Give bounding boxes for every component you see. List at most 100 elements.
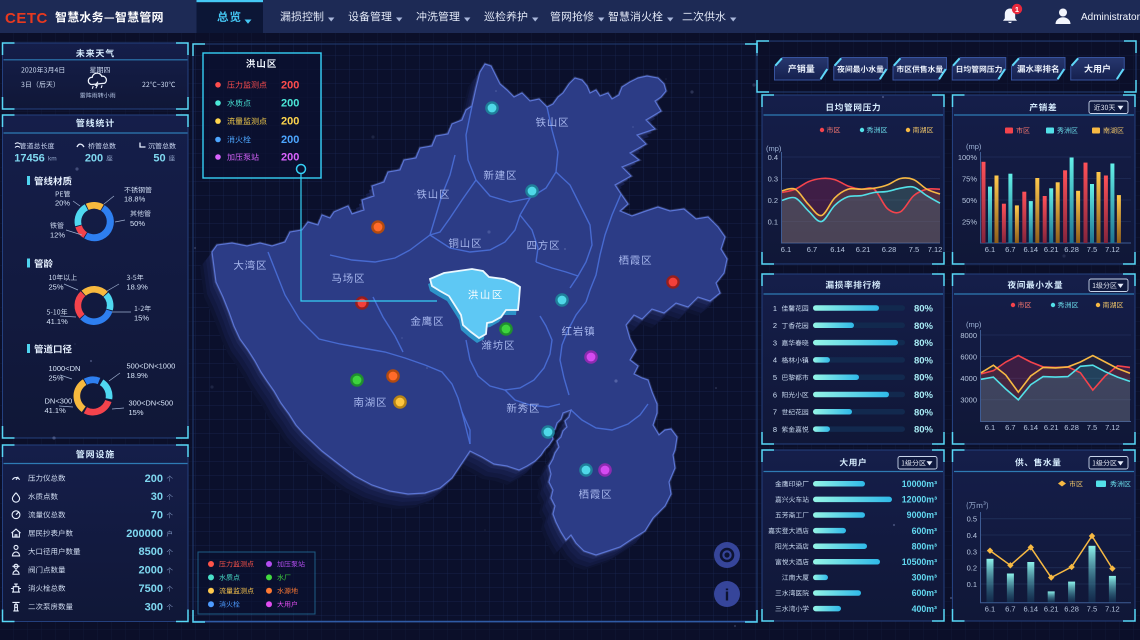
svg-text:2: 2 — [773, 321, 777, 330]
svg-text:6.21: 6.21 — [1044, 245, 1059, 254]
svg-text:0.2: 0.2 — [967, 564, 977, 573]
svg-text:15%: 15% — [134, 314, 149, 323]
svg-text:6.7: 6.7 — [1005, 605, 1015, 614]
svg-text:9000m³: 9000m³ — [907, 510, 937, 520]
svg-text:0.3: 0.3 — [768, 174, 778, 183]
svg-text:300<DN<500: 300<DN<500 — [129, 399, 174, 408]
svg-text:4000: 4000 — [960, 374, 977, 383]
svg-text:(mp): (mp) — [966, 320, 982, 329]
svg-text:6.21: 6.21 — [856, 245, 871, 254]
svg-text:0.2: 0.2 — [768, 196, 778, 205]
svg-text:7.5: 7.5 — [909, 245, 919, 254]
svg-text:80%: 80% — [914, 425, 934, 436]
svg-text:6.21: 6.21 — [1044, 605, 1059, 614]
svg-text:80%: 80% — [914, 390, 934, 401]
svg-text:3000: 3000 — [960, 396, 977, 405]
svg-text:50%: 50% — [130, 219, 145, 228]
svg-text:6.14: 6.14 — [1023, 245, 1038, 254]
svg-text:500<DN<1000: 500<DN<1000 — [127, 362, 176, 371]
svg-text:80%: 80% — [914, 338, 934, 349]
svg-text:15%: 15% — [129, 408, 144, 417]
svg-text:8500: 8500 — [139, 546, 163, 558]
svg-text:1: 1 — [773, 304, 777, 313]
svg-text:6.1: 6.1 — [985, 245, 995, 254]
svg-text:i: i — [725, 586, 730, 605]
svg-text:7: 7 — [773, 408, 777, 417]
svg-text:800m³: 800m³ — [912, 541, 937, 551]
svg-text:(mp): (mp) — [966, 142, 982, 151]
svg-text:6.14: 6.14 — [1023, 605, 1038, 614]
svg-text:6.28: 6.28 — [1064, 245, 1079, 254]
svg-text:6.14: 6.14 — [1023, 423, 1038, 432]
svg-text:1000<DN: 1000<DN — [49, 364, 81, 373]
svg-text:80%: 80% — [914, 373, 934, 384]
svg-text:70: 70 — [151, 510, 163, 522]
svg-text:10000m³: 10000m³ — [902, 479, 937, 489]
svg-text:km: km — [48, 156, 57, 163]
svg-text:200: 200 — [281, 79, 299, 91]
svg-text:8: 8 — [773, 425, 777, 434]
svg-text:6.7: 6.7 — [1005, 423, 1015, 432]
svg-text:7.12: 7.12 — [1105, 423, 1120, 432]
svg-text:200: 200 — [281, 152, 299, 164]
svg-text:12000m³: 12000m³ — [902, 495, 937, 505]
svg-text:6.28: 6.28 — [1064, 605, 1079, 614]
svg-text:300m³: 300m³ — [912, 573, 937, 583]
svg-text:200: 200 — [281, 98, 299, 110]
svg-text:0.4: 0.4 — [967, 531, 977, 540]
svg-text:6.7: 6.7 — [807, 245, 817, 254]
svg-text:25%: 25% — [49, 283, 64, 292]
svg-text:4: 4 — [773, 356, 777, 365]
svg-text:600m³: 600m³ — [912, 526, 937, 536]
svg-text:0.5: 0.5 — [967, 515, 977, 524]
svg-text:80%: 80% — [914, 321, 934, 332]
svg-text:0.1: 0.1 — [768, 217, 778, 226]
svg-text:25%: 25% — [962, 217, 977, 226]
svg-text:200: 200 — [281, 116, 299, 128]
svg-text:50%: 50% — [962, 196, 977, 205]
svg-text:0.3: 0.3 — [967, 547, 977, 556]
svg-text:300: 300 — [145, 601, 163, 613]
svg-text:600m³: 600m³ — [912, 588, 937, 598]
svg-text:17456: 17456 — [14, 153, 45, 165]
svg-text:6.1: 6.1 — [985, 423, 995, 432]
svg-text:3: 3 — [773, 338, 777, 347]
svg-text:75%: 75% — [962, 174, 977, 183]
svg-text:6000: 6000 — [960, 352, 977, 361]
svg-text:7.12: 7.12 — [1105, 605, 1120, 614]
svg-text:CETC: CETC — [5, 10, 48, 27]
svg-text:41.1%: 41.1% — [45, 406, 67, 415]
svg-text:7.5: 7.5 — [1087, 245, 1097, 254]
svg-text:200: 200 — [85, 153, 103, 165]
svg-text:400m³: 400m³ — [912, 604, 937, 614]
svg-text:6.1: 6.1 — [985, 605, 995, 614]
svg-text:10500m³: 10500m³ — [902, 557, 937, 567]
svg-text:80%: 80% — [914, 407, 934, 418]
svg-text:DN<300: DN<300 — [45, 397, 73, 406]
svg-text:18.9%: 18.9% — [127, 283, 149, 292]
svg-text:100%: 100% — [958, 153, 978, 162]
svg-text:0.1: 0.1 — [967, 580, 977, 589]
svg-text:80%: 80% — [914, 355, 934, 366]
svg-text:8000: 8000 — [960, 331, 977, 340]
svg-text:200000: 200000 — [126, 528, 163, 540]
svg-text:6.21: 6.21 — [1044, 423, 1059, 432]
svg-text:18.8%: 18.8% — [124, 195, 146, 204]
svg-text:200: 200 — [281, 134, 299, 146]
svg-text:7.12: 7.12 — [928, 245, 943, 254]
svg-text:1: 1 — [1015, 5, 1019, 14]
svg-text:6.28: 6.28 — [882, 245, 897, 254]
svg-text:6.14: 6.14 — [830, 245, 845, 254]
svg-text:7500: 7500 — [139, 583, 163, 595]
svg-text:20%: 20% — [55, 199, 70, 208]
svg-text:7.5: 7.5 — [1087, 423, 1097, 432]
svg-text:6.7: 6.7 — [1005, 245, 1015, 254]
svg-text:0.4: 0.4 — [768, 153, 778, 162]
svg-text:30: 30 — [151, 491, 163, 503]
svg-text:80%: 80% — [914, 304, 934, 315]
svg-text:50: 50 — [153, 153, 165, 165]
svg-text:200: 200 — [145, 473, 163, 485]
svg-text:6: 6 — [773, 390, 777, 399]
svg-text:6.1: 6.1 — [781, 245, 791, 254]
svg-text:25%: 25% — [49, 374, 64, 383]
